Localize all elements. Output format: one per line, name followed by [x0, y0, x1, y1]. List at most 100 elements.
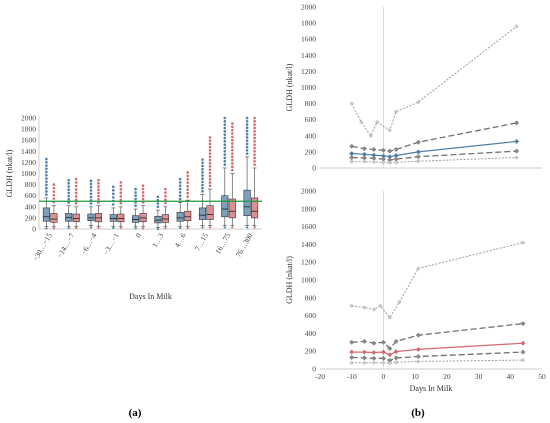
- outlier-point: [186, 178, 189, 181]
- y-tick-label: 400: [305, 131, 317, 140]
- outlier-point: [74, 195, 78, 198]
- outlier-point: [253, 120, 256, 123]
- data-point: [415, 346, 421, 352]
- data-point: [520, 349, 526, 355]
- data-point: [349, 101, 354, 106]
- outlier-point: [201, 171, 204, 174]
- outlier-point: [67, 191, 70, 195]
- outlier-point: [231, 132, 234, 135]
- boxplot-panel: 0 200 400 600 800 1000 1200 1400 1600 1800 2000 −30…: [5, 114, 262, 419]
- outlier-point: [156, 195, 160, 199]
- data-point: [387, 160, 392, 165]
- data-point: [380, 349, 386, 355]
- y-tick-label: 800: [305, 99, 317, 108]
- x-tick-label: −14…−7: [55, 231, 77, 259]
- y-tick-label: 1400: [301, 240, 316, 249]
- outlier-point: [223, 140, 227, 143]
- outlier-point: [253, 140, 256, 143]
- outlier-point: [231, 128, 234, 132]
- outlier-point: [231, 155, 234, 159]
- x-tick-label: −3…−1: [101, 231, 121, 256]
- x-tick-label: -20: [315, 372, 325, 381]
- outlier-point: [208, 161, 212, 165]
- outlier-point: [134, 227, 137, 230]
- y-tick-label: 200: [305, 147, 317, 156]
- outlier-point: [119, 191, 123, 195]
- outlier-point: [201, 158, 204, 161]
- outlier-point: [52, 186, 56, 190]
- box: [243, 189, 251, 216]
- data-point: [361, 338, 367, 344]
- data-point: [387, 345, 393, 352]
- data-point: [368, 133, 373, 138]
- outlier-point: [208, 171, 212, 175]
- data-point: [387, 148, 393, 154]
- outlier-point: [253, 153, 256, 156]
- outlier-point: [45, 193, 48, 196]
- outlier-point: [97, 191, 100, 195]
- outlier-point: [45, 167, 48, 171]
- outlier-point: [208, 155, 212, 159]
- panel-label-b: (b): [411, 407, 425, 419]
- outlier-point: [141, 194, 145, 197]
- y-tick-label: 2000: [301, 3, 316, 12]
- outlier-point: [164, 198, 167, 201]
- outlier-point: [142, 227, 145, 230]
- data-point: [520, 240, 526, 245]
- outlier-point: [201, 167, 204, 171]
- outlier-point: [119, 226, 122, 229]
- data-point: [361, 146, 367, 152]
- outlier-point: [186, 184, 189, 188]
- series-line: [351, 242, 524, 319]
- outlier-point: [74, 181, 78, 184]
- outlier-point: [45, 183, 48, 187]
- y-tick-label: 1400: [21, 147, 36, 156]
- data-point: [371, 307, 377, 312]
- outlier-point: [164, 191, 167, 194]
- outlier-point: [67, 178, 70, 182]
- outlier-point: [134, 194, 137, 197]
- y-tick-label: 400: [25, 202, 37, 211]
- outlier-point: [253, 130, 256, 133]
- data-point: [349, 360, 354, 365]
- outlier-point: [245, 116, 249, 120]
- data-point: [393, 360, 399, 365]
- outlier-point: [208, 142, 212, 146]
- outlier-point: [208, 184, 212, 188]
- outlier-point: [97, 198, 100, 201]
- outlier-point: [74, 177, 78, 181]
- outlier-point: [45, 161, 48, 164]
- outlier-point: [201, 226, 204, 229]
- data-point: [393, 338, 399, 344]
- data-point: [349, 303, 354, 308]
- outlier-point: [164, 201, 167, 205]
- data-point: [362, 305, 367, 310]
- y-tick-label: 200: [305, 347, 317, 356]
- outlier-point: [186, 181, 189, 185]
- data-point: [393, 160, 399, 165]
- data-point: [415, 332, 421, 338]
- data-point: [387, 352, 393, 358]
- outlier-point: [245, 142, 249, 146]
- outlier-point: [245, 152, 249, 155]
- outlier-point: [67, 185, 70, 188]
- data-point: [349, 159, 354, 164]
- data-point: [415, 149, 421, 155]
- x-axis-label: Days In Milk: [129, 292, 172, 301]
- outlier-point: [253, 226, 256, 229]
- x-tick-label: 16…75: [213, 231, 232, 255]
- y-tick-label: 0: [312, 365, 316, 374]
- outlier-point: [208, 226, 212, 229]
- outlier-point: [186, 191, 189, 195]
- y-tick-label: 0: [32, 225, 36, 234]
- x-tick-label: 4…6: [172, 231, 187, 249]
- data-point: [514, 120, 520, 126]
- outlier-point: [119, 195, 123, 198]
- data-point: [349, 349, 355, 355]
- outlier-point: [253, 126, 256, 130]
- outlier-point: [253, 123, 256, 126]
- y-tick-label: 1000: [301, 276, 316, 285]
- outlier-point: [134, 197, 137, 201]
- outlier-point: [231, 158, 234, 162]
- x-tick-label: 40: [507, 372, 515, 381]
